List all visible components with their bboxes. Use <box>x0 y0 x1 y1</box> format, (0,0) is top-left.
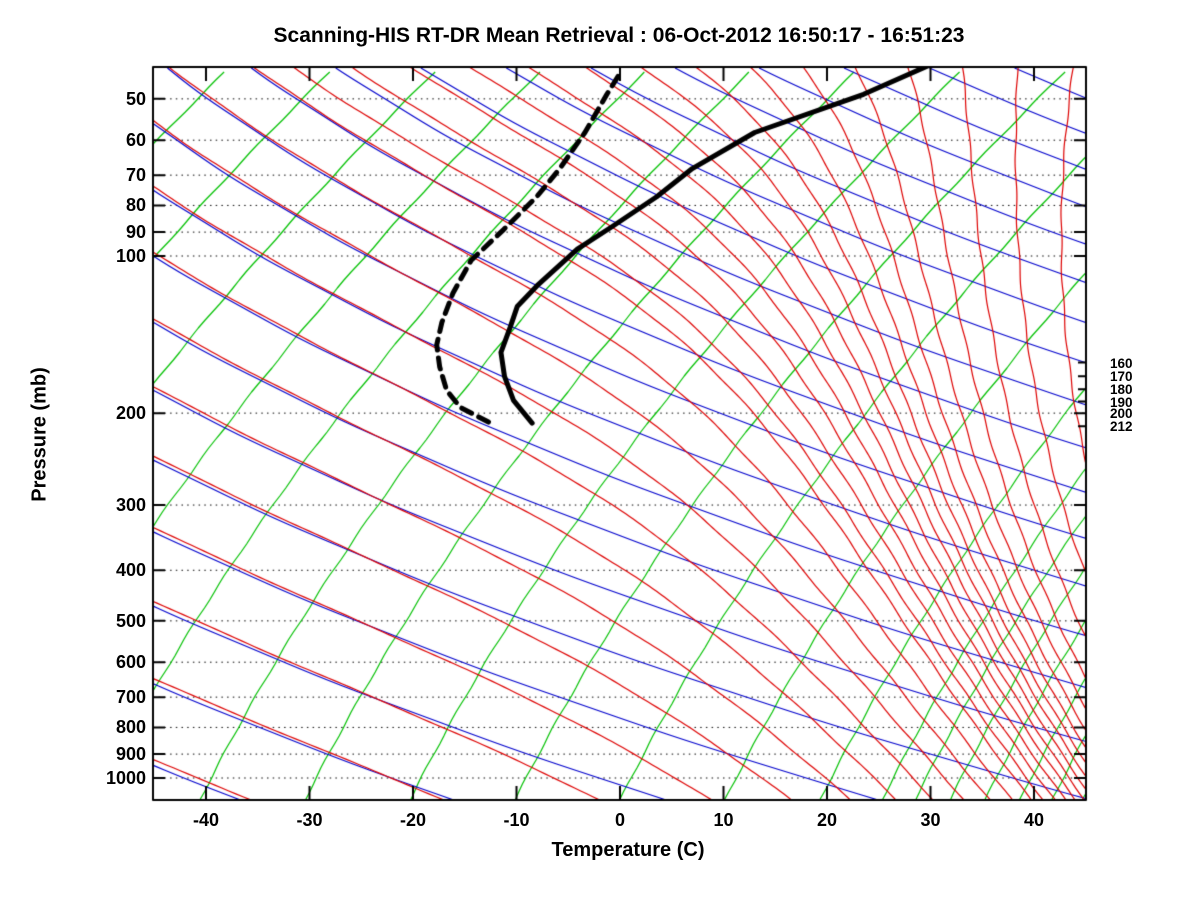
y-tick-label: 600 <box>115 652 146 673</box>
x-tick-label: 0 <box>614 810 625 830</box>
y-tick-label: 800 <box>115 717 146 738</box>
x-tick-label: -10 <box>503 810 530 830</box>
y-tick-label: 1000 <box>105 768 146 788</box>
chart-title: Scanning-HIS RT-DR Mean Retrieval : 06-O… <box>273 24 965 47</box>
y-tick-label: 700 <box>115 687 146 708</box>
y-tick-label: 900 <box>115 744 146 765</box>
x-tick-label: -30 <box>296 810 323 830</box>
y-tick-label: 300 <box>115 495 146 516</box>
y-tick-label: 500 <box>115 610 146 631</box>
x-tick-label: -20 <box>399 810 426 830</box>
y-tick-label: 90 <box>125 222 146 243</box>
x-tick-label: 40 <box>1023 810 1045 830</box>
right-edge-pressure-label: 212 <box>1110 419 1133 435</box>
y-tick-label: 60 <box>125 130 146 151</box>
y-tick-label: 70 <box>125 165 146 186</box>
y-tick-label: 100 <box>115 246 146 266</box>
x-tick-label: -40 <box>192 810 219 830</box>
x-tick-label: 20 <box>816 810 838 830</box>
right-edge-pressure-label: 200 <box>1110 406 1133 422</box>
right-edge-pressure-label: 180 <box>1110 382 1133 398</box>
y-tick-label: 50 <box>125 88 146 109</box>
right-edge-pressure-label: 190 <box>1110 394 1133 410</box>
x-tick-label: 30 <box>920 810 941 830</box>
y-tick-label: 200 <box>115 403 146 424</box>
x-tick-label: 10 <box>713 810 734 830</box>
right-edge-pressure-label: 170 <box>1110 369 1133 385</box>
y-axis-label: Pressure (mb) <box>28 367 51 502</box>
right-edge-pressure-label: 160 <box>1110 355 1133 371</box>
y-tick-label: 80 <box>125 195 146 216</box>
x-axis-label: Temperature (C) <box>551 839 705 861</box>
y-tick-label: 400 <box>115 560 146 581</box>
